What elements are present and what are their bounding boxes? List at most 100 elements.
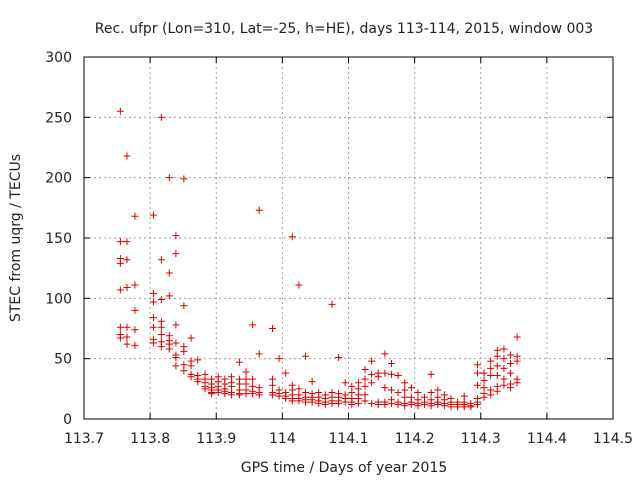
data-point: [407, 384, 415, 392]
data-point: [381, 401, 389, 409]
data-point: [493, 362, 501, 370]
data-point: [116, 334, 124, 342]
data-point: [180, 302, 188, 310]
data-point: [149, 298, 157, 306]
data-point: [249, 390, 257, 398]
data-point: [123, 256, 131, 264]
data-point: [227, 391, 235, 399]
x-tick-label: 114.1: [328, 431, 368, 447]
data-point: [295, 385, 303, 393]
data-point: [447, 403, 455, 411]
data-point: [201, 385, 209, 393]
data-point: [480, 384, 488, 392]
data-point: [242, 368, 250, 376]
data-point: [123, 152, 131, 160]
data-point: [149, 339, 157, 347]
data-point: [227, 382, 235, 390]
data-point: [414, 388, 422, 396]
data-point: [208, 390, 216, 398]
data-point: [328, 300, 336, 308]
data-point: [172, 362, 180, 370]
data-point: [368, 357, 376, 365]
data-point: [268, 375, 276, 383]
data-point: [507, 359, 515, 367]
data-point: [427, 388, 435, 396]
data-point: [387, 386, 395, 394]
data-point: [221, 390, 229, 398]
x-tick-label: 114.4: [527, 431, 567, 447]
data-point: [387, 399, 395, 407]
data-point: [116, 323, 124, 331]
data-points: [116, 107, 521, 411]
data-point: [249, 321, 257, 329]
x-axis-label: GPS time / Days of year 2015: [241, 460, 448, 476]
data-point: [149, 314, 157, 322]
data-point: [157, 113, 165, 121]
data-point: [348, 401, 356, 409]
data-point: [401, 386, 409, 394]
data-point: [235, 391, 243, 399]
data-point: [180, 361, 188, 369]
data-point: [288, 397, 296, 405]
data-point: [187, 362, 195, 370]
data-point: [131, 306, 139, 314]
data-point: [387, 370, 395, 378]
data-point: [487, 372, 495, 380]
data-point: [172, 232, 180, 240]
data-point: [165, 269, 173, 277]
data-point: [480, 393, 488, 401]
data-point: [500, 355, 508, 363]
data-point: [321, 401, 329, 409]
data-point: [255, 206, 263, 214]
data-point: [157, 331, 165, 339]
data-point: [180, 175, 188, 183]
x-tick-label: 114: [269, 431, 296, 447]
data-point: [513, 379, 521, 387]
data-point: [275, 392, 283, 400]
data-point: [187, 334, 195, 342]
data-point: [335, 399, 343, 407]
data-point: [460, 392, 468, 400]
data-point: [187, 373, 195, 381]
data-point: [123, 283, 131, 291]
data-point: [507, 369, 515, 377]
data-point: [172, 353, 180, 361]
data-point: [172, 250, 180, 258]
y-tick-labels: 0 50 100 150 200 250 300: [45, 50, 72, 428]
data-point: [500, 364, 508, 372]
data-point: [288, 233, 296, 241]
data-point: [149, 323, 157, 331]
data-point: [513, 357, 521, 365]
data-point: [194, 378, 202, 386]
data-point: [427, 370, 435, 378]
data-point: [440, 402, 448, 410]
data-point: [341, 398, 349, 406]
data-point: [401, 402, 409, 410]
data-point: [172, 339, 180, 347]
data-point: [394, 388, 402, 396]
data-point: [394, 372, 402, 380]
data-point: [354, 399, 362, 407]
data-point: [493, 387, 501, 395]
data-point: [487, 391, 495, 399]
y-tick-label: 100: [45, 291, 72, 307]
data-point: [123, 340, 131, 348]
data-point: [513, 333, 521, 341]
data-point: [242, 390, 250, 398]
data-point: [467, 403, 475, 411]
data-point: [268, 391, 276, 399]
x-tick-label: 113.9: [196, 431, 236, 447]
data-point: [235, 358, 243, 366]
data-point: [123, 333, 131, 341]
data-point: [157, 256, 165, 264]
data-point: [227, 373, 235, 381]
data-point: [368, 370, 376, 378]
data-point: [493, 372, 501, 380]
data-point: [454, 403, 462, 411]
chart-title: Rec. ufpr (Lon=310, Lat=-25, h=HE), days…: [95, 21, 593, 37]
data-point: [295, 281, 303, 289]
y-tick-label: 0: [63, 412, 72, 428]
data-point: [500, 345, 508, 353]
data-point: [268, 381, 276, 389]
